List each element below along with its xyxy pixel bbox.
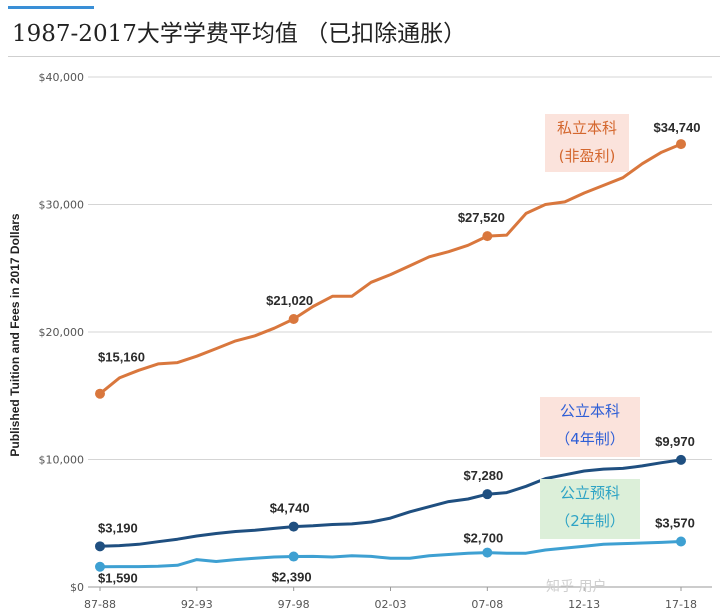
x-tick-label: 12-13 <box>568 598 600 611</box>
data-label: $2,700 <box>463 531 503 546</box>
data-label: $27,520 <box>458 210 505 225</box>
series-line <box>98 458 683 548</box>
data-point <box>95 541 105 552</box>
title-accent-line <box>8 6 94 9</box>
data-point <box>288 521 299 532</box>
data-label: $21,020 <box>266 293 313 308</box>
legend-public4-line1: 公立本科 <box>559 402 620 420</box>
data-point <box>288 313 299 324</box>
data-point <box>95 561 105 572</box>
data-label: $34,740 <box>654 120 701 135</box>
y-tick-label: $10,000 <box>39 454 85 467</box>
x-tick-label: 92-93 <box>181 598 213 611</box>
data-label: $1,590 <box>98 571 138 586</box>
legend-public-four-year: 公立本科 （4年制） <box>540 397 640 457</box>
data-point <box>676 139 686 150</box>
x-tick-label: 87-88 <box>84 598 116 611</box>
data-label: $4,740 <box>270 501 310 516</box>
chart-title: 1987-2017大学学费平均值 （已扣除通胀） <box>12 21 467 47</box>
legend-public4-line2: （4年制） <box>555 430 625 448</box>
legend-public-two-year: 公立预科 （2年制） <box>540 479 640 539</box>
data-point <box>288 551 299 562</box>
legend-public2-line1: 公立预科 <box>559 484 620 502</box>
data-label: $9,970 <box>655 434 695 449</box>
y-tick-label: $0 <box>70 581 84 594</box>
x-tick-label: 02-03 <box>375 598 407 611</box>
data-point <box>95 388 105 399</box>
x-tick-label: 17-18 <box>665 598 697 611</box>
x-tick-label: 97-98 <box>278 598 310 611</box>
series-line <box>98 142 683 396</box>
watermark: 知乎 用户 <box>546 579 607 595</box>
data-label: $2,390 <box>272 570 312 585</box>
y-tick-label: $40,000 <box>39 71 85 84</box>
y-axis-label: Published Tuition and Fees in 2017 Dolla… <box>8 213 22 456</box>
y-tick-label: $30,000 <box>39 199 85 212</box>
title-divider <box>8 56 720 57</box>
x-tick-label: 07-08 <box>471 598 503 611</box>
data-label: $7,280 <box>463 468 503 483</box>
data-point <box>676 536 686 547</box>
data-point <box>482 231 493 242</box>
legend-private-nonprofit: 私立本科 (非盈利) <box>545 114 629 172</box>
data-point <box>676 454 686 465</box>
series-line <box>98 540 683 569</box>
legend-public2-line2: （2年制） <box>555 512 625 530</box>
legend-private-line1: 私立本科 <box>556 119 617 137</box>
data-label: $3,190 <box>98 520 138 535</box>
legend-private-line2: (非盈利) <box>558 147 616 165</box>
data-point <box>482 547 493 558</box>
data-point <box>482 489 493 500</box>
data-label: $15,160 <box>98 350 145 365</box>
data-label: $3,570 <box>655 515 695 530</box>
y-tick-label: $20,000 <box>39 326 85 339</box>
